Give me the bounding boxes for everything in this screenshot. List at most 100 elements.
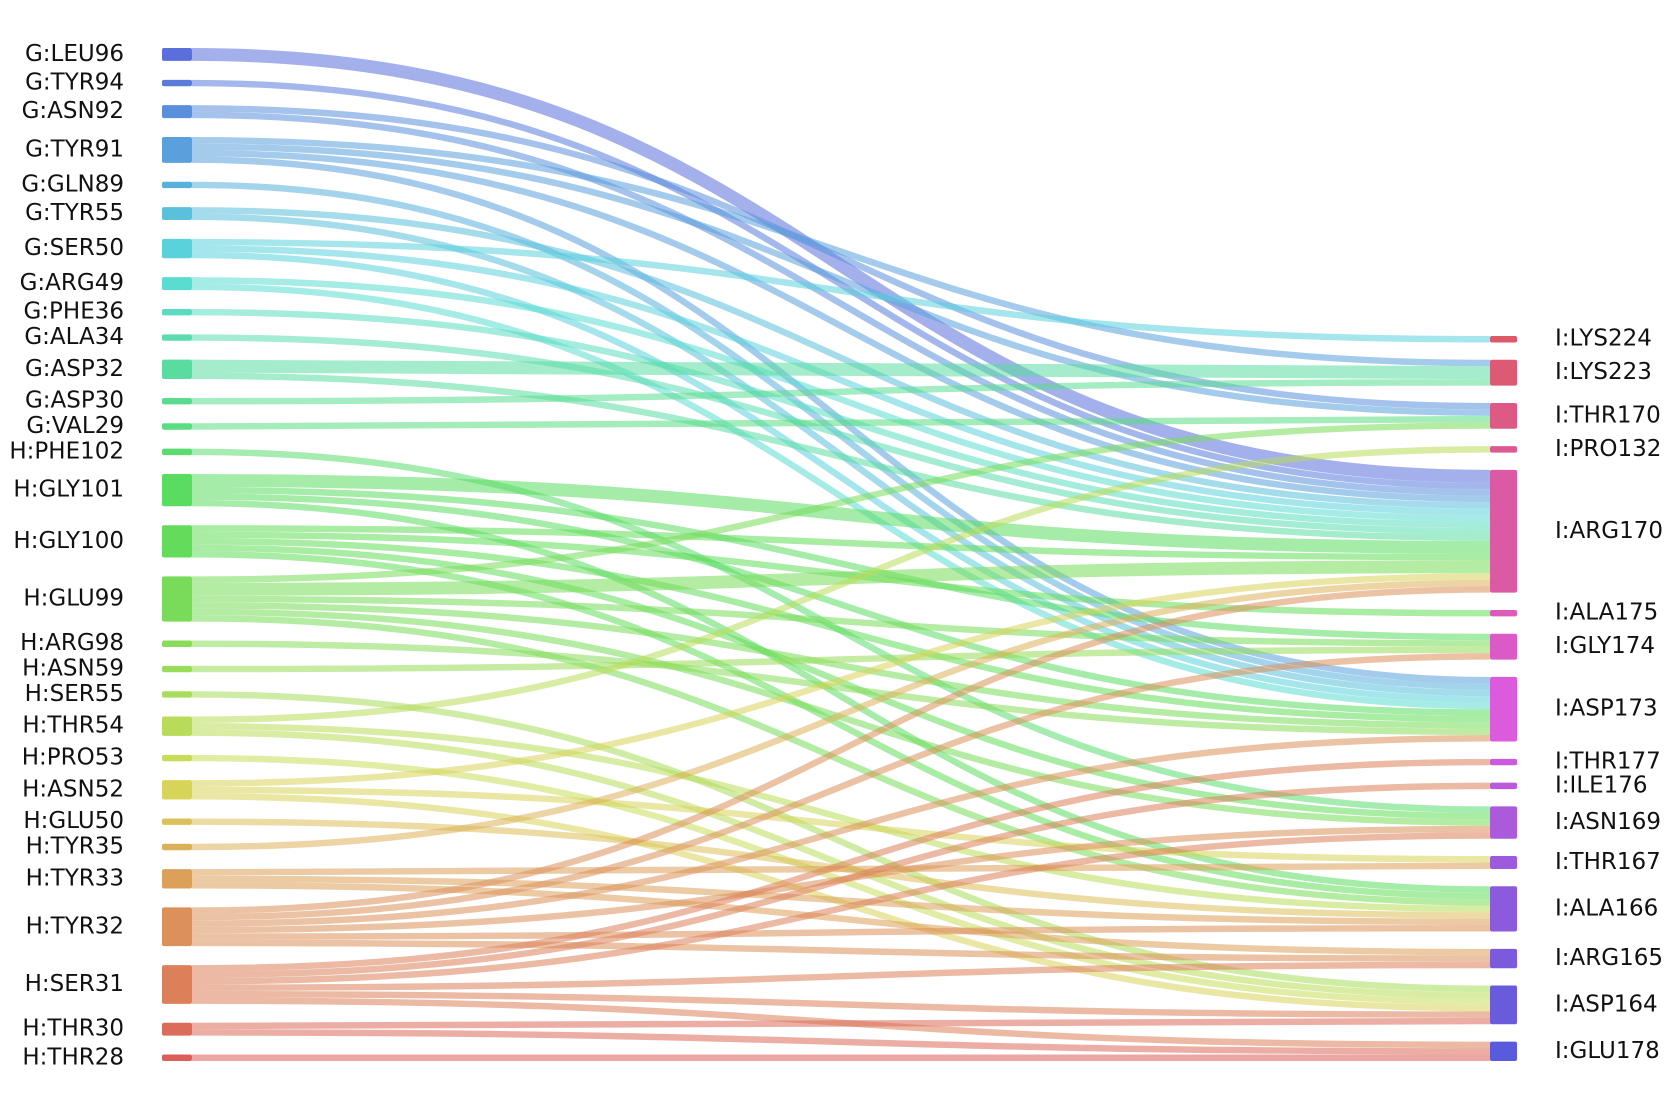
- node: [162, 105, 192, 119]
- link: [191, 207, 1491, 509]
- link: [191, 990, 1491, 1018]
- node: [162, 238, 192, 259]
- node: [1490, 676, 1517, 742]
- link: [191, 646, 1491, 673]
- link: [191, 961, 1491, 991]
- node-label: H:GLU50: [23, 808, 124, 834]
- node: [1490, 633, 1517, 660]
- link: [191, 939, 1491, 962]
- node-label: H:SER55: [25, 681, 124, 707]
- node-label: I:ARG170: [1555, 518, 1663, 544]
- link: [191, 79, 1491, 490]
- link: [191, 560, 1491, 596]
- node: [162, 576, 192, 622]
- link: [191, 334, 1491, 535]
- node: [1490, 1041, 1517, 1061]
- link: [191, 595, 1491, 647]
- node: [1490, 758, 1517, 766]
- node-label: G:LEU96: [25, 41, 124, 67]
- node-label: I:ILE176: [1555, 772, 1648, 798]
- node-label: H:TYR33: [26, 865, 124, 891]
- node: [162, 1054, 192, 1061]
- node-label: G:ALA34: [24, 324, 124, 350]
- node-label: G:TYR94: [25, 70, 124, 96]
- node: [162, 308, 192, 316]
- node-label: I:LYS223: [1555, 359, 1652, 385]
- node-label: H:GLU99: [23, 585, 124, 611]
- link: [191, 573, 1491, 787]
- node-label: I:ALA166: [1555, 895, 1658, 921]
- link: [191, 579, 1491, 851]
- node-label: G:TYR55: [25, 200, 124, 226]
- link: [191, 782, 1491, 978]
- link: [191, 143, 1491, 416]
- link: [191, 1017, 1491, 1030]
- node-label: H:GLY100: [13, 528, 124, 554]
- node-label: I:THR170: [1555, 402, 1661, 428]
- node-label: H:PHE102: [9, 438, 124, 464]
- node-label: H:GLY101: [13, 477, 124, 503]
- node: [162, 1022, 192, 1036]
- link: [191, 486, 1491, 641]
- node: [162, 691, 192, 698]
- node: [162, 277, 192, 291]
- node: [162, 136, 192, 163]
- link: [191, 474, 1491, 554]
- link: [191, 245, 1491, 516]
- node-label: I:ASN169: [1555, 809, 1661, 835]
- node: [162, 207, 192, 220]
- link: [191, 653, 1491, 921]
- node: [162, 640, 192, 647]
- node: [1490, 446, 1517, 453]
- node-label: I:THR167: [1555, 849, 1661, 875]
- node: [162, 754, 192, 762]
- link: [191, 446, 1491, 724]
- node: [162, 181, 192, 189]
- links: [191, 47, 1491, 1061]
- node-label: G:ASP32: [25, 356, 124, 382]
- link: [191, 415, 1491, 430]
- link: [191, 723, 1491, 913]
- node: [162, 818, 192, 825]
- link: [191, 925, 1491, 940]
- node: [162, 907, 192, 947]
- node-label: G:TYR91: [25, 136, 124, 162]
- node: [1490, 985, 1517, 1025]
- node: [162, 525, 192, 558]
- link: [191, 277, 1491, 522]
- node-label: H:ASN59: [22, 656, 124, 682]
- node-label: G:GLN89: [21, 171, 124, 197]
- node: [1490, 856, 1517, 869]
- node-label: H:ASN52: [22, 776, 124, 802]
- link: [191, 786, 1491, 863]
- link: [191, 372, 1491, 541]
- link: [191, 238, 1491, 343]
- node-label: H:TYR35: [26, 834, 124, 860]
- node-label: G:PHE36: [23, 299, 124, 325]
- node: [162, 48, 192, 61]
- node: [162, 334, 192, 341]
- node-label: H:PRO53: [22, 745, 124, 771]
- link: [191, 875, 1491, 926]
- node-label: I:THR177: [1555, 749, 1661, 775]
- link: [191, 105, 1491, 410]
- node: [162, 448, 192, 456]
- node-label: G:ARG49: [20, 270, 124, 296]
- node-label: H:SER31: [25, 971, 124, 997]
- node-label: G:ASP30: [25, 388, 124, 414]
- link: [191, 422, 1491, 583]
- node-label: H:THR54: [22, 713, 124, 739]
- link: [191, 283, 1491, 710]
- node: [162, 869, 192, 889]
- node: [1490, 469, 1517, 593]
- link: [191, 359, 1491, 380]
- link: [191, 111, 1491, 496]
- node-label: H:THR28: [22, 1044, 124, 1070]
- link: [191, 136, 1491, 367]
- link: [191, 862, 1491, 876]
- node-label: I:GLY174: [1555, 633, 1655, 659]
- node: [162, 423, 192, 430]
- node: [1490, 336, 1517, 343]
